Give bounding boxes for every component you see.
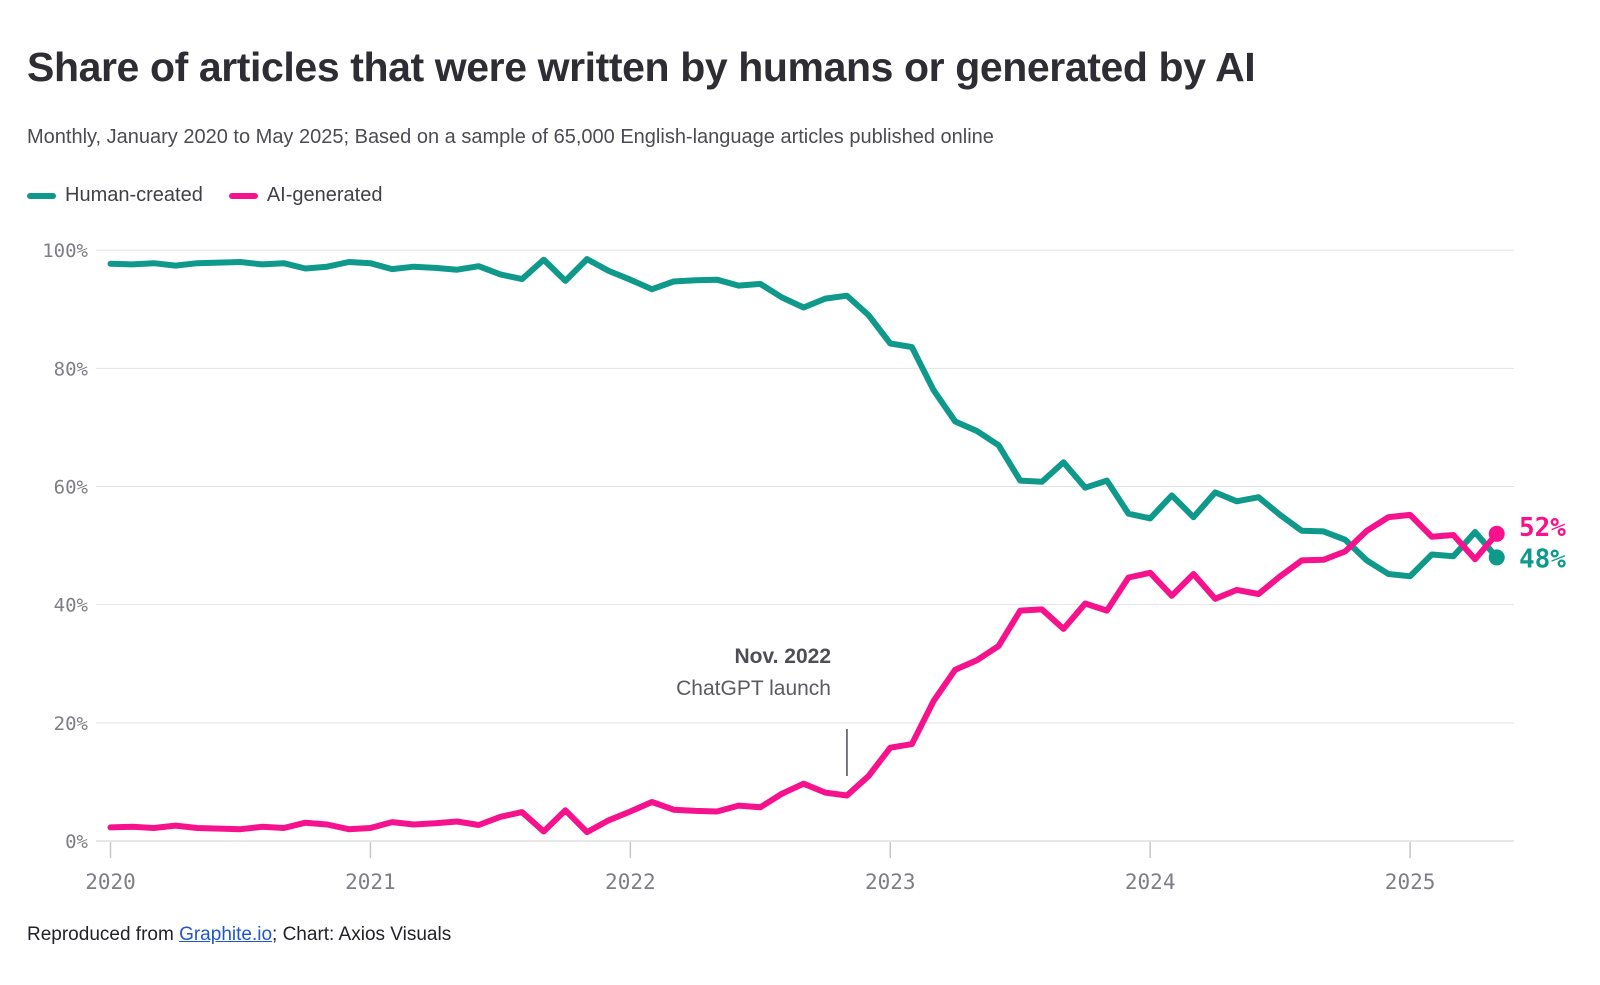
y-axis-label-20%: 20%	[54, 713, 89, 735]
ai-generated-end-label: 52%	[1519, 513, 1566, 543]
human-created-line	[107, 256, 1500, 580]
source-prefix: Reproduced from	[27, 924, 180, 945]
human-created-end-dot	[1488, 549, 1505, 566]
chart-title: Share of articles that were written by h…	[27, 44, 1256, 90]
x-axis-label-2021: 2021	[345, 870, 396, 894]
legend-item-human-created: Human-created	[27, 184, 203, 207]
y-axis-label-60%: 60%	[54, 477, 89, 499]
human-created-swatch-icon	[27, 192, 56, 199]
legend-item-ai-generated: AI-generated	[228, 184, 383, 207]
legend-label-human-created: Human-created	[65, 184, 203, 206]
source-note: Reproduced from Graphite.io; Chart: Axio…	[27, 924, 451, 946]
y-axis-label-40%: 40%	[54, 595, 89, 617]
chart-legend: Human-created AI-generated	[27, 184, 382, 207]
x-axis-label-2023: 2023	[865, 870, 916, 894]
source-link[interactable]: Graphite.io	[179, 924, 273, 945]
y-axis-label-100%: 100%	[42, 240, 88, 262]
annotation-text: ChatGPT launch	[676, 677, 831, 700]
x-axis-label-2020: 2020	[85, 870, 136, 894]
y-axis-label-80%: 80%	[54, 358, 89, 380]
x-axis-label-2025: 2025	[1385, 870, 1436, 894]
ai-generated-end-dot	[1488, 525, 1505, 542]
annotation-date: Nov. 2022	[735, 645, 832, 668]
source-suffix: ; Chart: Axios Visuals	[272, 924, 452, 945]
y-axis-label-0%: 0%	[65, 831, 88, 853]
x-axis-label-2022: 2022	[605, 870, 656, 894]
human-created-end-label: 48%	[1519, 544, 1566, 574]
x-axis-label-2024: 2024	[1125, 870, 1176, 894]
ai-generated-swatch-icon	[228, 192, 258, 199]
ai-generated-line	[107, 511, 1500, 836]
chart-subtitle: Monthly, January 2020 to May 2025; Based…	[27, 126, 994, 148]
legend-label-ai-generated: AI-generated	[266, 184, 383, 206]
